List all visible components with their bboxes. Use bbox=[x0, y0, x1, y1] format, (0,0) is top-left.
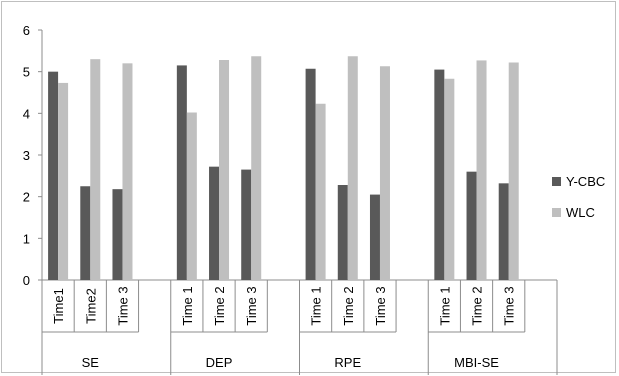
group-label: DEP bbox=[206, 355, 233, 370]
bar-wlc-mbi-se-1 bbox=[444, 78, 455, 280]
bar-wlc-se-2 bbox=[90, 59, 101, 280]
bar-wlc-dep-3 bbox=[251, 56, 262, 280]
y-tick-label: 3 bbox=[23, 148, 30, 163]
y-tick-label: 4 bbox=[23, 106, 30, 121]
legend-swatch-y-cbc bbox=[552, 177, 561, 186]
x-tick-label: Time 2 bbox=[212, 286, 227, 325]
bar-wlc-rpe-1 bbox=[315, 103, 326, 280]
bar-y-cbc-rpe-2 bbox=[337, 185, 348, 280]
bar-y-cbc-rpe-1 bbox=[305, 68, 316, 280]
x-tick-label: Time 1 bbox=[437, 286, 452, 325]
bar-y-cbc-mbi-se-2 bbox=[466, 171, 477, 280]
bar-wlc-mbi-se-3 bbox=[508, 62, 519, 280]
x-tick-label: Time 3 bbox=[373, 286, 388, 325]
group-label: RPE bbox=[334, 355, 361, 370]
x-tick-label: Time 2 bbox=[470, 286, 485, 325]
bar-y-cbc-se-2 bbox=[80, 186, 91, 280]
legend-swatch-wlc bbox=[552, 208, 561, 217]
bar-wlc-rpe-3 bbox=[379, 66, 390, 280]
bar-y-cbc-mbi-se-3 bbox=[498, 183, 509, 280]
chart-legend: Y-CBC WLC bbox=[552, 174, 605, 220]
bar-wlc-mbi-se-2 bbox=[476, 60, 487, 280]
chart-bars bbox=[48, 56, 519, 281]
bar-wlc-se-3 bbox=[122, 63, 133, 281]
y-tick-label: 1 bbox=[23, 231, 30, 246]
x-tick-label: Time 2 bbox=[341, 286, 356, 325]
y-tick-label: 2 bbox=[23, 190, 30, 205]
bar-y-cbc-se-3 bbox=[112, 189, 123, 280]
x-tick-label: Time 3 bbox=[115, 286, 130, 325]
group-label: SE bbox=[82, 355, 100, 370]
x-tick-label: Time2 bbox=[83, 288, 98, 324]
bar-y-cbc-dep-2 bbox=[209, 166, 220, 280]
bar-wlc-dep-1 bbox=[186, 112, 197, 280]
bar-y-cbc-mbi-se-1 bbox=[434, 69, 445, 280]
x-tick-label: Time1 bbox=[51, 288, 66, 324]
x-tick-label: Time 1 bbox=[180, 286, 195, 325]
chart-labels: 0 1 2 3 4 5 6 Time1 Time2 Time 3 SE Time 1 Time 2 Tim… bbox=[23, 23, 517, 370]
bar-wlc-rpe-2 bbox=[347, 56, 358, 280]
bar-y-cbc-rpe-3 bbox=[369, 194, 380, 280]
bar-y-cbc-dep-1 bbox=[176, 65, 187, 281]
legend-label-wlc: WLC bbox=[566, 205, 595, 220]
bar-y-cbc-se-1 bbox=[48, 71, 59, 281]
group-label: MBI-SE bbox=[454, 355, 499, 370]
y-tick-label: 0 bbox=[23, 273, 30, 288]
x-tick-label: Time 3 bbox=[502, 286, 517, 325]
bar-y-cbc-dep-3 bbox=[241, 169, 252, 280]
bar-wlc-dep-2 bbox=[219, 60, 230, 280]
y-tick-label: 5 bbox=[23, 65, 30, 80]
x-tick-label: Time 3 bbox=[244, 286, 259, 325]
bar-wlc-se-1 bbox=[58, 82, 69, 281]
y-tick-label: 6 bbox=[23, 23, 30, 38]
x-tick-label: Time 1 bbox=[309, 286, 324, 325]
legend-label-y-cbc: Y-CBC bbox=[566, 174, 605, 189]
